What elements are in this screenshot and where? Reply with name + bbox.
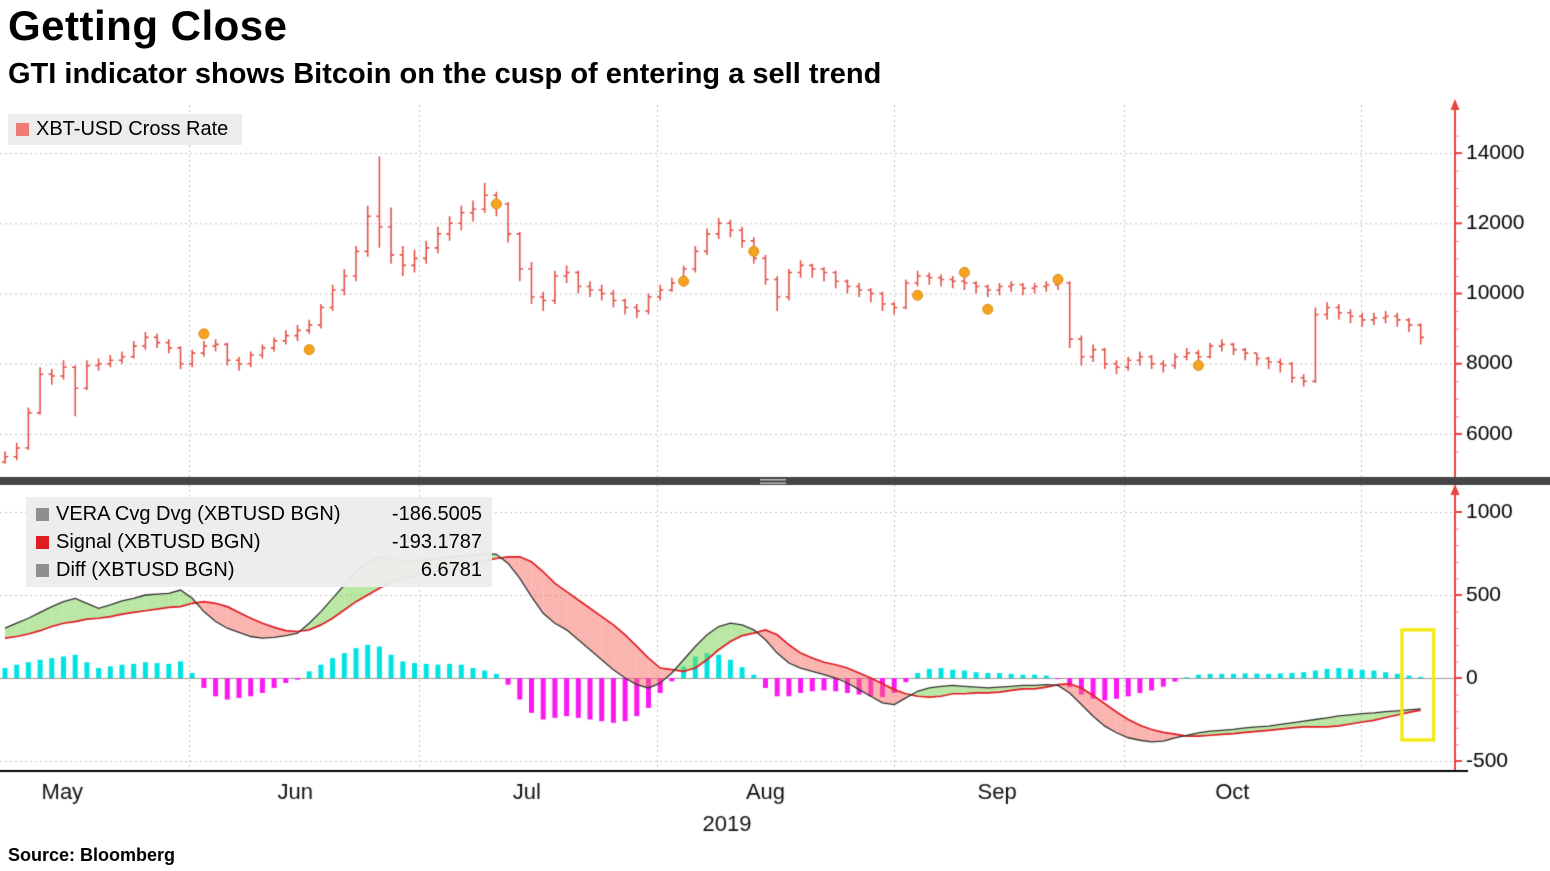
diff-value: 6.6781 <box>420 559 482 581</box>
indicator-legend: VERA Cvg Dvg (XBTUSD BGN) -186.5005 Sign… <box>26 497 492 587</box>
page-title: Getting Close <box>8 2 288 49</box>
price-legend-label: XBT-USD Cross Rate <box>36 118 229 140</box>
vera-label: VERA Cvg Dvg (XBTUSD BGN) <box>56 503 341 525</box>
legend-row-diff: Diff (XBTUSD BGN) 6.6781 <box>36 556 482 584</box>
page-subtitle: GTI indicator shows Bitcoin on the cusp … <box>8 58 882 90</box>
diff-label: Diff (XBTUSD BGN) <box>56 559 235 581</box>
diff-swatch-icon <box>36 563 49 577</box>
signal-swatch-icon <box>36 535 49 549</box>
signal-label: Signal (XBTUSD BGN) <box>56 531 261 553</box>
vera-value: -186.5005 <box>391 503 482 525</box>
legend-row-vera: VERA Cvg Dvg (XBTUSD BGN) -186.5005 <box>36 500 482 528</box>
signal-value: -193.1787 <box>391 531 482 553</box>
legend-row-signal: Signal (XBTUSD BGN) -193.1787 <box>36 528 482 556</box>
price-legend: XBT-USD Cross Rate <box>8 114 243 145</box>
source-attribution: Source: Bloomberg <box>8 845 176 865</box>
vera-swatch-icon <box>36 507 49 521</box>
price-series-swatch-icon <box>16 123 29 136</box>
